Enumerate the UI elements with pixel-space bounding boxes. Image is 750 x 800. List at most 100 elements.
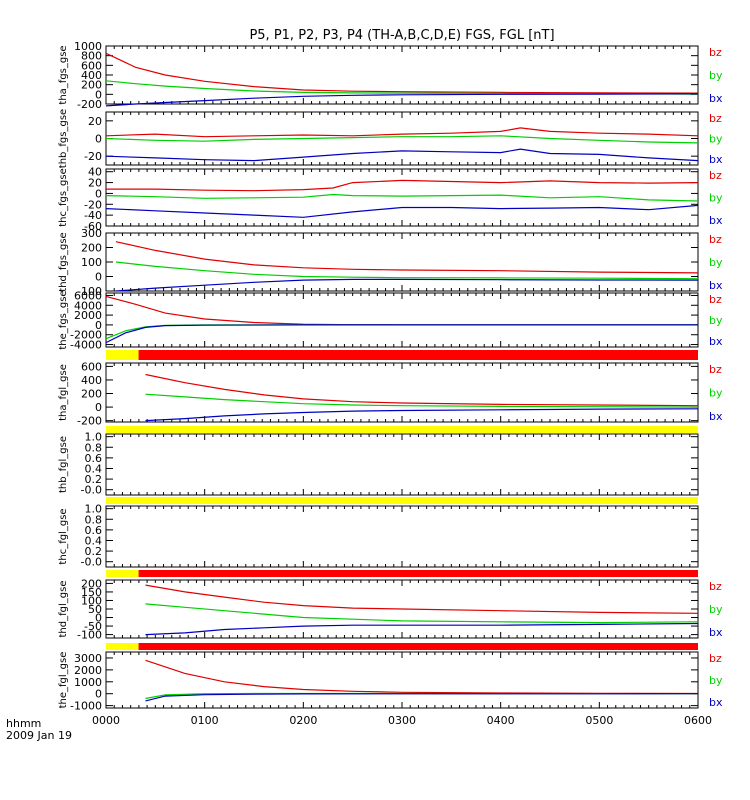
y-tick-label: 0 — [95, 612, 102, 625]
series-bx-line — [105, 324, 698, 344]
legend-bz: bz — [709, 233, 722, 246]
status-bar-yellow — [106, 643, 139, 650]
x-tick-label: 0600 — [684, 714, 712, 727]
y-tick-label: 300 — [81, 227, 102, 240]
panel-frame — [105, 111, 699, 166]
x-units-label: hhmm — [6, 717, 42, 730]
series-bx-line — [145, 622, 699, 636]
series-bx-line — [105, 148, 699, 162]
y-tick-label: 200 — [81, 388, 102, 401]
y-axis-label: thb_fgs_gse — [58, 109, 69, 168]
series-bx-line — [105, 204, 699, 218]
y-tick-label: 0 — [95, 319, 102, 332]
series-by-line — [105, 80, 699, 95]
series-by-line — [105, 193, 699, 202]
panel-frame — [105, 433, 699, 496]
series-by-line — [105, 135, 699, 144]
series-bx-line — [115, 278, 699, 292]
x-tick-label: 0400 — [487, 714, 515, 727]
y-axis-label: thd_fgs_gse — [58, 232, 69, 291]
x-tick-label: 0500 — [585, 714, 613, 727]
y-tick-label: -4000 — [70, 339, 102, 352]
y-tick-label: 600 — [81, 360, 102, 373]
series-bx-line — [145, 693, 699, 702]
series-by-line — [115, 261, 699, 280]
panel-frame — [105, 292, 699, 348]
y-tick-label: 0 — [95, 133, 102, 146]
legend-bz: bz — [709, 169, 722, 182]
x-tick-label: 0300 — [388, 714, 416, 727]
legend-bx: bx — [709, 153, 723, 166]
legend-bz: bz — [709, 112, 722, 125]
y-tick-label: 40 — [88, 166, 102, 179]
y-axis-label: thc_fgl_gse — [58, 508, 69, 564]
series-bz-line — [105, 52, 699, 94]
legend-bx: bx — [709, 410, 723, 423]
y-tick-label: -0.0 — [81, 556, 102, 569]
y-tick-label: 100 — [81, 594, 102, 607]
status-bar-yellow — [106, 350, 139, 360]
legend-bx: bx — [709, 92, 723, 105]
panel-frame — [105, 505, 699, 568]
legend-bz: bz — [709, 652, 722, 665]
y-tick-label: 800 — [81, 50, 102, 63]
y-tick-label: 4000 — [74, 299, 102, 312]
y-tick-label: 0 — [95, 187, 102, 200]
legend-by: by — [709, 314, 723, 327]
y-tick-label: 0.2 — [85, 545, 103, 558]
legend-bx: bx — [709, 279, 723, 292]
status-bar-yellow — [106, 497, 698, 504]
status-bar-red — [138, 570, 698, 577]
y-tick-label: 0.8 — [85, 441, 103, 454]
y-tick-label: -100 — [77, 285, 102, 298]
series-bz-line — [145, 373, 699, 407]
legend-bz: bz — [709, 46, 722, 59]
y-axis-label: tha_fgs_gse — [58, 45, 69, 104]
legend-by: by — [709, 387, 723, 400]
y-tick-label: 1000 — [74, 40, 102, 53]
y-axis-label: the_fgl_gse — [58, 652, 69, 709]
y-tick-label: -20 — [84, 198, 102, 211]
series-bz-line — [115, 241, 699, 274]
y-tick-label: -1000 — [70, 700, 102, 713]
y-tick-label: 150 — [81, 586, 102, 599]
legend-by: by — [709, 256, 723, 269]
status-bar-yellow — [106, 426, 698, 433]
legend-by: by — [709, 603, 723, 616]
panel-frame — [105, 651, 699, 709]
y-tick-label: 0 — [95, 88, 102, 101]
y-tick-label: 0.6 — [85, 524, 103, 537]
y-tick-label: 0.4 — [85, 462, 103, 475]
series-bx-line — [145, 408, 699, 422]
y-tick-label: -2000 — [70, 329, 102, 342]
y-tick-label: -200 — [77, 415, 102, 428]
series-bz-line — [106, 179, 699, 192]
y-tick-label: -50 — [84, 620, 102, 633]
legend-by: by — [709, 674, 723, 687]
series-by-line — [145, 393, 699, 408]
legend-by: by — [709, 69, 723, 82]
y-axis-label: thd_fgl_gse — [58, 581, 69, 638]
legend-by: by — [709, 192, 723, 205]
legend-by: by — [709, 133, 723, 146]
series-by-line — [145, 603, 699, 624]
y-tick-label: 2000 — [74, 309, 102, 322]
y-tick-label: 0.8 — [85, 513, 103, 526]
legend-bz: bz — [709, 363, 722, 376]
y-axis-label: the_fgs_gse — [58, 290, 69, 349]
y-tick-label: -200 — [77, 98, 102, 111]
legend-bz: bz — [709, 293, 722, 306]
series-bz-line — [145, 659, 699, 695]
y-axis-label: thb_fgl_gse — [58, 436, 69, 493]
series-bz-line — [105, 127, 699, 138]
y-tick-label: 6000 — [74, 289, 102, 302]
y-tick-label: 20 — [88, 177, 102, 190]
y-tick-label: 1.0 — [85, 503, 103, 516]
panel-frame — [105, 362, 699, 423]
series-bz-line — [105, 295, 698, 326]
y-axis-label: tha_fgl_gse — [58, 364, 69, 421]
y-tick-label: 1000 — [74, 676, 102, 689]
y-tick-label: 1.0 — [85, 431, 103, 444]
